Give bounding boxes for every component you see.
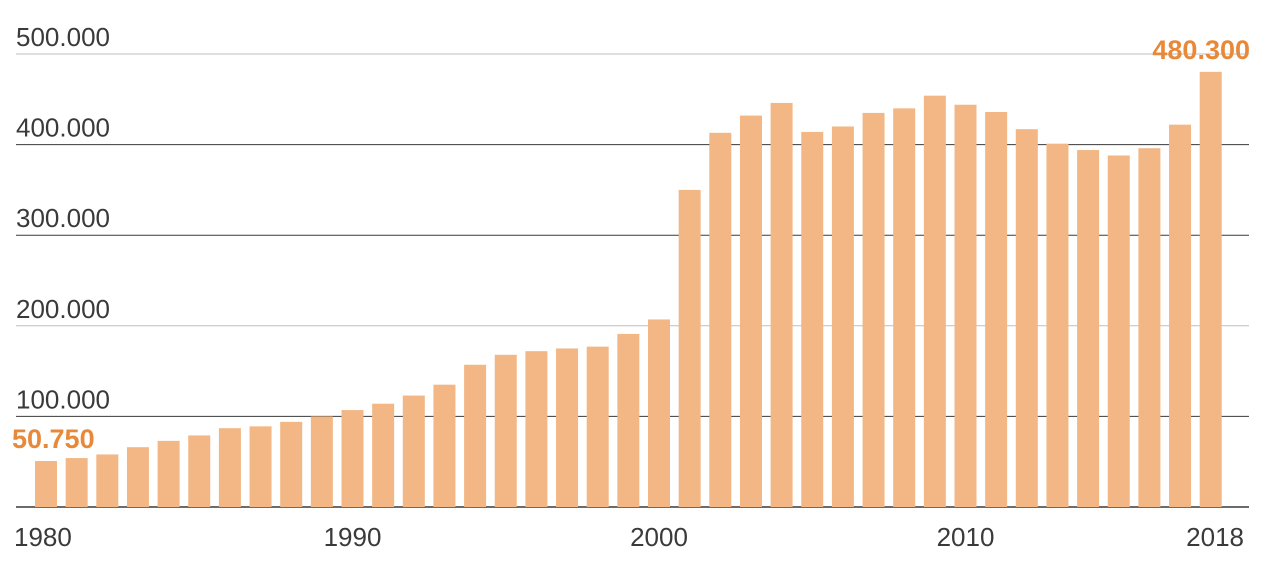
bar-1986 (218, 428, 241, 507)
y-axis-tick-labels: 100.000 200.000 300.000 400.000 500.000 (16, 22, 110, 414)
bar-1997 (556, 348, 579, 507)
bar-2007 (862, 112, 885, 507)
y-tick-label: 400.000 (16, 113, 110, 143)
bar-2013 (1046, 143, 1069, 507)
bar-2005 (801, 131, 824, 507)
x-tick-label: 2018 (1186, 522, 1244, 552)
bar-1992 (402, 395, 425, 507)
x-tick-label: 2010 (937, 522, 995, 552)
bar-1993 (433, 384, 456, 507)
bar-2002 (709, 132, 732, 507)
bar-1980 (35, 461, 57, 507)
y-tick-label: 100.000 (16, 384, 110, 414)
bar-2003 (739, 115, 762, 507)
bar-2001 (678, 189, 701, 507)
bar-2017 (1169, 124, 1192, 507)
bar-2010 (954, 104, 977, 508)
x-tick-label: 2000 (630, 522, 688, 552)
bar-2018 (1199, 71, 1222, 507)
x-tick-label: 1980 (14, 522, 72, 552)
y-tick-label: 200.000 (16, 294, 110, 324)
bar-1990 (341, 410, 364, 507)
bar-1987 (249, 426, 272, 507)
bar-1985 (188, 435, 211, 507)
bar-1981 (65, 458, 88, 507)
bar-1988 (280, 421, 303, 507)
x-tick-label: 1990 (324, 522, 382, 552)
bar-1982 (96, 454, 119, 507)
data-label-1980: 50.750 (12, 424, 95, 454)
bar-2014 (1077, 150, 1100, 507)
bar-1996 (525, 351, 548, 507)
bar-1989 (310, 416, 333, 507)
bar-2009 (923, 95, 946, 508)
bar-2008 (893, 108, 916, 508)
bar-1983 (126, 447, 149, 507)
bar-2000 (648, 319, 670, 507)
bar-1998 (586, 346, 609, 507)
bar-1994 (464, 364, 487, 507)
bar-2012 (1015, 129, 1038, 507)
bar-2011 (985, 111, 1008, 507)
bar-2006 (831, 126, 854, 507)
bar-1995 (494, 354, 517, 507)
data-label-2018: 480.300 (1152, 35, 1250, 65)
bars (35, 71, 1222, 508)
bar-2004 (770, 102, 793, 507)
bar-1999 (617, 333, 640, 507)
bar-1991 (372, 403, 395, 507)
y-tick-label: 300.000 (16, 203, 110, 233)
bar-2015 (1107, 155, 1130, 508)
data-labels: 50.750 480.300 (12, 35, 1250, 454)
bar-2016 (1138, 148, 1161, 507)
x-axis-tick-labels: 1980 1990 2000 2010 2018 (14, 522, 1244, 552)
bar-1984 (157, 440, 180, 507)
y-tick-label: 500.000 (16, 22, 110, 52)
